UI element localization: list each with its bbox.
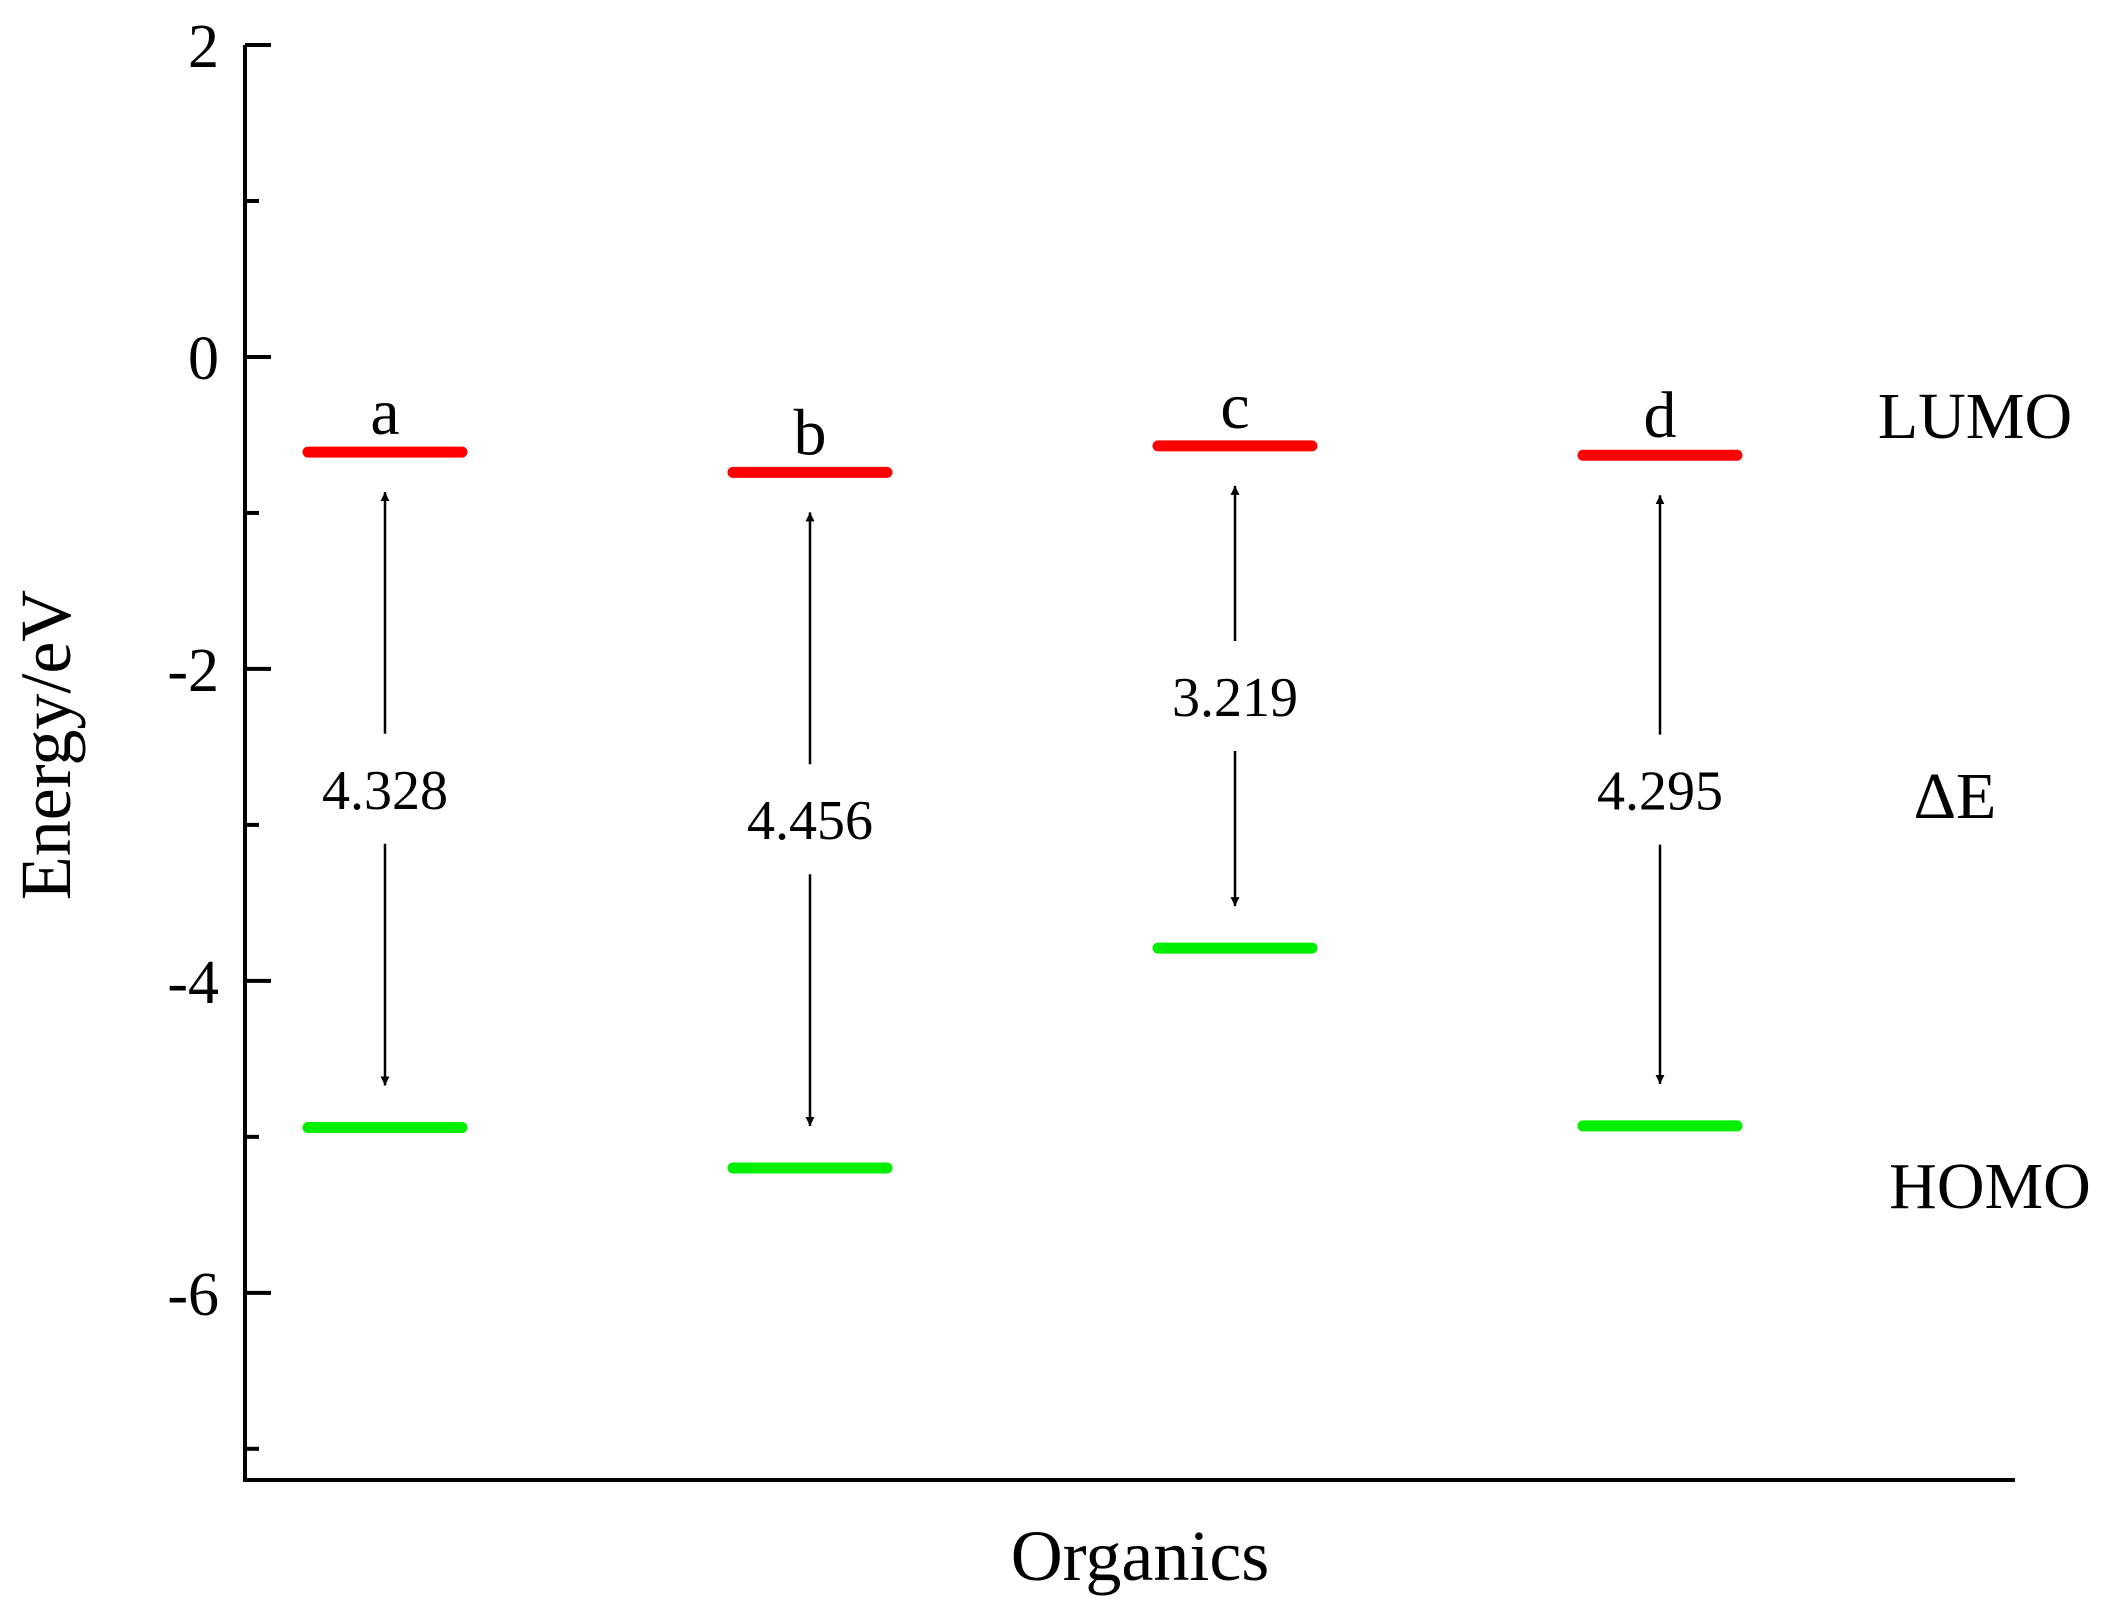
y-axis-label: Energy/eV <box>6 590 86 901</box>
gap-value-a: 4.328 <box>322 760 448 822</box>
y-tick-label: 2 <box>188 13 219 81</box>
y-tick-label: 0 <box>188 325 219 393</box>
delta-e-side-label: ΔE <box>1914 760 1997 833</box>
y-tick-label: -6 <box>167 1261 219 1329</box>
gap-value-c: 3.219 <box>1172 667 1298 729</box>
gap-value-d: 4.295 <box>1597 761 1723 823</box>
category-label-a: a <box>370 376 399 449</box>
homo-side-label: HOMO <box>1889 1150 2091 1223</box>
axes: 2 0 -2 -4 -6 <box>167 13 2015 1482</box>
y-tick-label: -2 <box>167 637 219 705</box>
energy-levels <box>302 440 1743 1174</box>
x-axis-label: Organics <box>1011 1516 1270 1596</box>
category-label-d: d <box>1644 379 1677 452</box>
lumo-side-label: LUMO <box>1878 380 2072 453</box>
gap-value-b: 4.456 <box>747 790 873 852</box>
category-label-c: c <box>1220 370 1249 443</box>
category-label-b: b <box>794 396 827 469</box>
annotations: a 4.328 b 4.456 c 3.219 d 4.295 <box>322 370 1723 1127</box>
y-tick-label: -4 <box>167 949 219 1017</box>
